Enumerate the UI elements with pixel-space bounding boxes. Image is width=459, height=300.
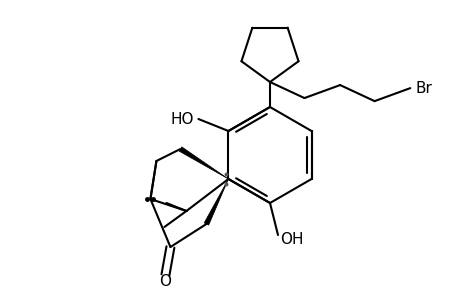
- Polygon shape: [204, 179, 228, 225]
- Text: Br: Br: [414, 81, 431, 96]
- Polygon shape: [179, 147, 228, 179]
- Text: OH: OH: [280, 232, 303, 247]
- Text: O: O: [159, 274, 171, 289]
- Text: HO: HO: [171, 112, 194, 127]
